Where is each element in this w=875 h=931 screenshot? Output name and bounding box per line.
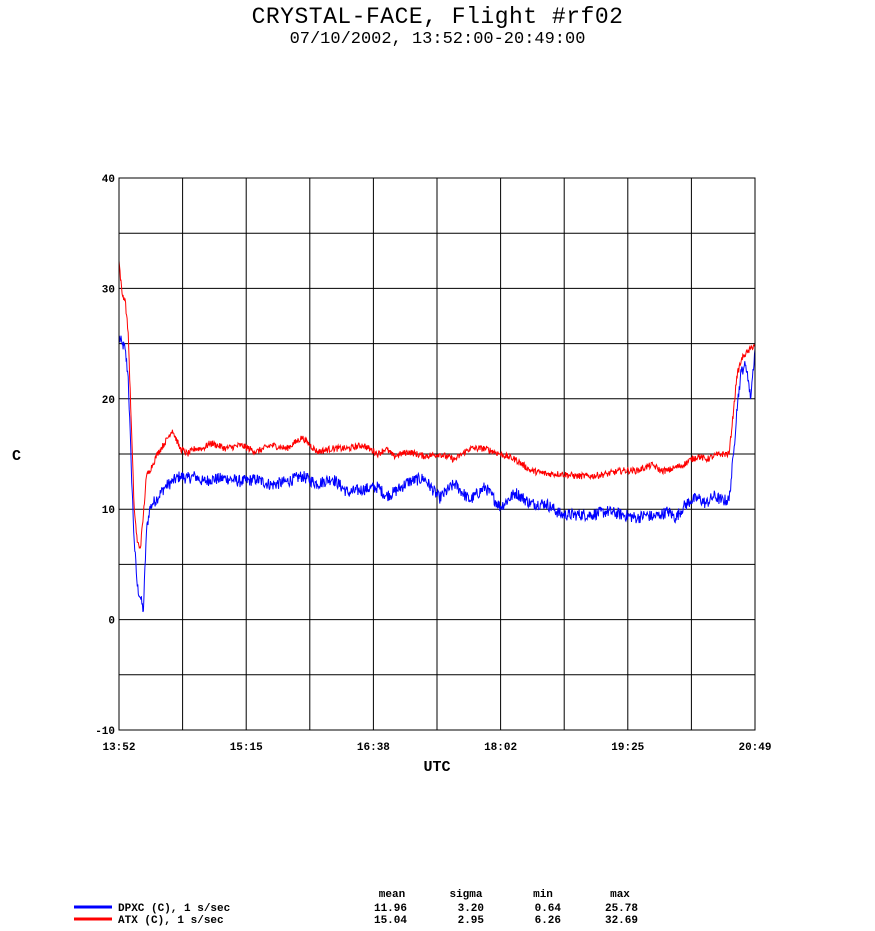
stats-value: 11.96 (374, 903, 407, 915)
chart-title: CRYSTAL-FACE, Flight #rf02 (251, 4, 624, 30)
plot-frame (118, 177, 756, 731)
y-axis-label: C (12, 448, 21, 465)
stats-header-mean: mean (379, 889, 405, 901)
series-layer (118, 260, 756, 613)
stats-value: 25.78 (605, 903, 638, 915)
stats-value: 6.26 (535, 915, 561, 927)
x-tick-label: 18:02 (484, 742, 517, 754)
x-tick-label: 16:38 (357, 742, 390, 754)
x-tick-label: 20:49 (738, 742, 771, 754)
stats-header-min: min (533, 889, 553, 901)
y-tick-label: 40 (102, 174, 115, 186)
y-tick-label: 20 (102, 395, 115, 407)
grid (119, 178, 755, 730)
stats-value: 32.69 (605, 915, 638, 927)
stats-value: 3.20 (458, 903, 484, 915)
y-tick-label: 10 (102, 505, 115, 517)
y-tick-labels: -10 0 10 20 30 40 (95, 174, 115, 738)
legend-label: ATX (C), 1 s/sec (118, 915, 224, 927)
y-tick-label: 30 (102, 284, 115, 296)
y-tick-label: 0 (108, 616, 115, 628)
x-tick-label: 19:25 (611, 742, 644, 754)
x-axis-label: UTC (423, 759, 450, 776)
y-tick-label: -10 (95, 726, 115, 738)
x-tick-labels: 13:52 15:15 16:38 18:02 19:25 20:49 (102, 742, 771, 754)
chart-subtitle: 07/10/2002, 13:52:00-20:49:00 (289, 30, 586, 49)
stats-value: 0.64 (535, 903, 562, 915)
legend-label: DPXC (C), 1 s/sec (118, 903, 230, 915)
stats-header-max: max (610, 889, 630, 901)
legend: mean sigma min max DPXC (C), 1 s/sec 11.96 3.2… (74, 889, 638, 927)
stats-value: 15.04 (374, 915, 407, 927)
x-tick-label: 13:52 (102, 742, 135, 754)
stats-header-sigma: sigma (449, 889, 482, 901)
stats-value: 2.95 (458, 915, 485, 927)
series-line-dpxc (118, 335, 756, 613)
x-tick-label: 15:15 (230, 742, 263, 754)
series-line-atx (118, 260, 756, 550)
